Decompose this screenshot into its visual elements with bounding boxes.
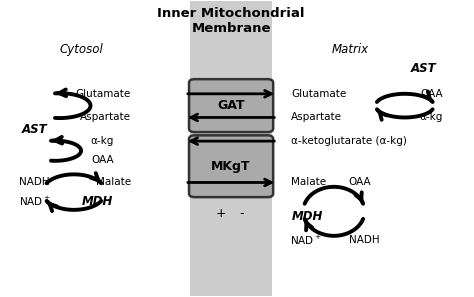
Bar xyxy=(190,1,273,296)
Text: α-ketoglutarate (α-kg): α-ketoglutarate (α-kg) xyxy=(292,136,407,146)
Text: MDH: MDH xyxy=(292,210,323,223)
Text: NADH: NADH xyxy=(349,235,380,245)
Text: Cytosol: Cytosol xyxy=(59,43,103,56)
FancyBboxPatch shape xyxy=(189,79,273,132)
Text: +: + xyxy=(215,207,226,220)
Text: OAA: OAA xyxy=(91,155,114,165)
Text: Glutamate: Glutamate xyxy=(75,89,131,99)
Text: NAD$^+$: NAD$^+$ xyxy=(18,195,50,208)
Text: NADH: NADH xyxy=(18,178,49,187)
FancyBboxPatch shape xyxy=(189,135,273,197)
Text: AST: AST xyxy=(411,62,437,75)
Text: MKgT: MKgT xyxy=(211,160,251,173)
Text: OAA: OAA xyxy=(348,178,371,187)
Text: NAD$^+$: NAD$^+$ xyxy=(290,233,321,247)
Text: Aspartate: Aspartate xyxy=(80,113,131,122)
Text: α-kg: α-kg xyxy=(419,113,443,122)
Text: Matrix: Matrix xyxy=(332,43,369,56)
Text: Aspartate: Aspartate xyxy=(292,113,342,122)
Text: Membrane: Membrane xyxy=(191,22,271,35)
Text: AST: AST xyxy=(22,123,47,136)
Text: Glutamate: Glutamate xyxy=(292,89,346,99)
Text: Malate: Malate xyxy=(96,178,131,187)
Text: Inner Mitochondrial: Inner Mitochondrial xyxy=(157,7,305,20)
Text: OAA: OAA xyxy=(420,89,443,99)
Text: MDH: MDH xyxy=(82,195,113,208)
Text: GAT: GAT xyxy=(218,99,245,112)
Text: Malate: Malate xyxy=(292,178,327,187)
Text: -: - xyxy=(239,207,244,220)
Text: α-kg: α-kg xyxy=(91,136,114,146)
